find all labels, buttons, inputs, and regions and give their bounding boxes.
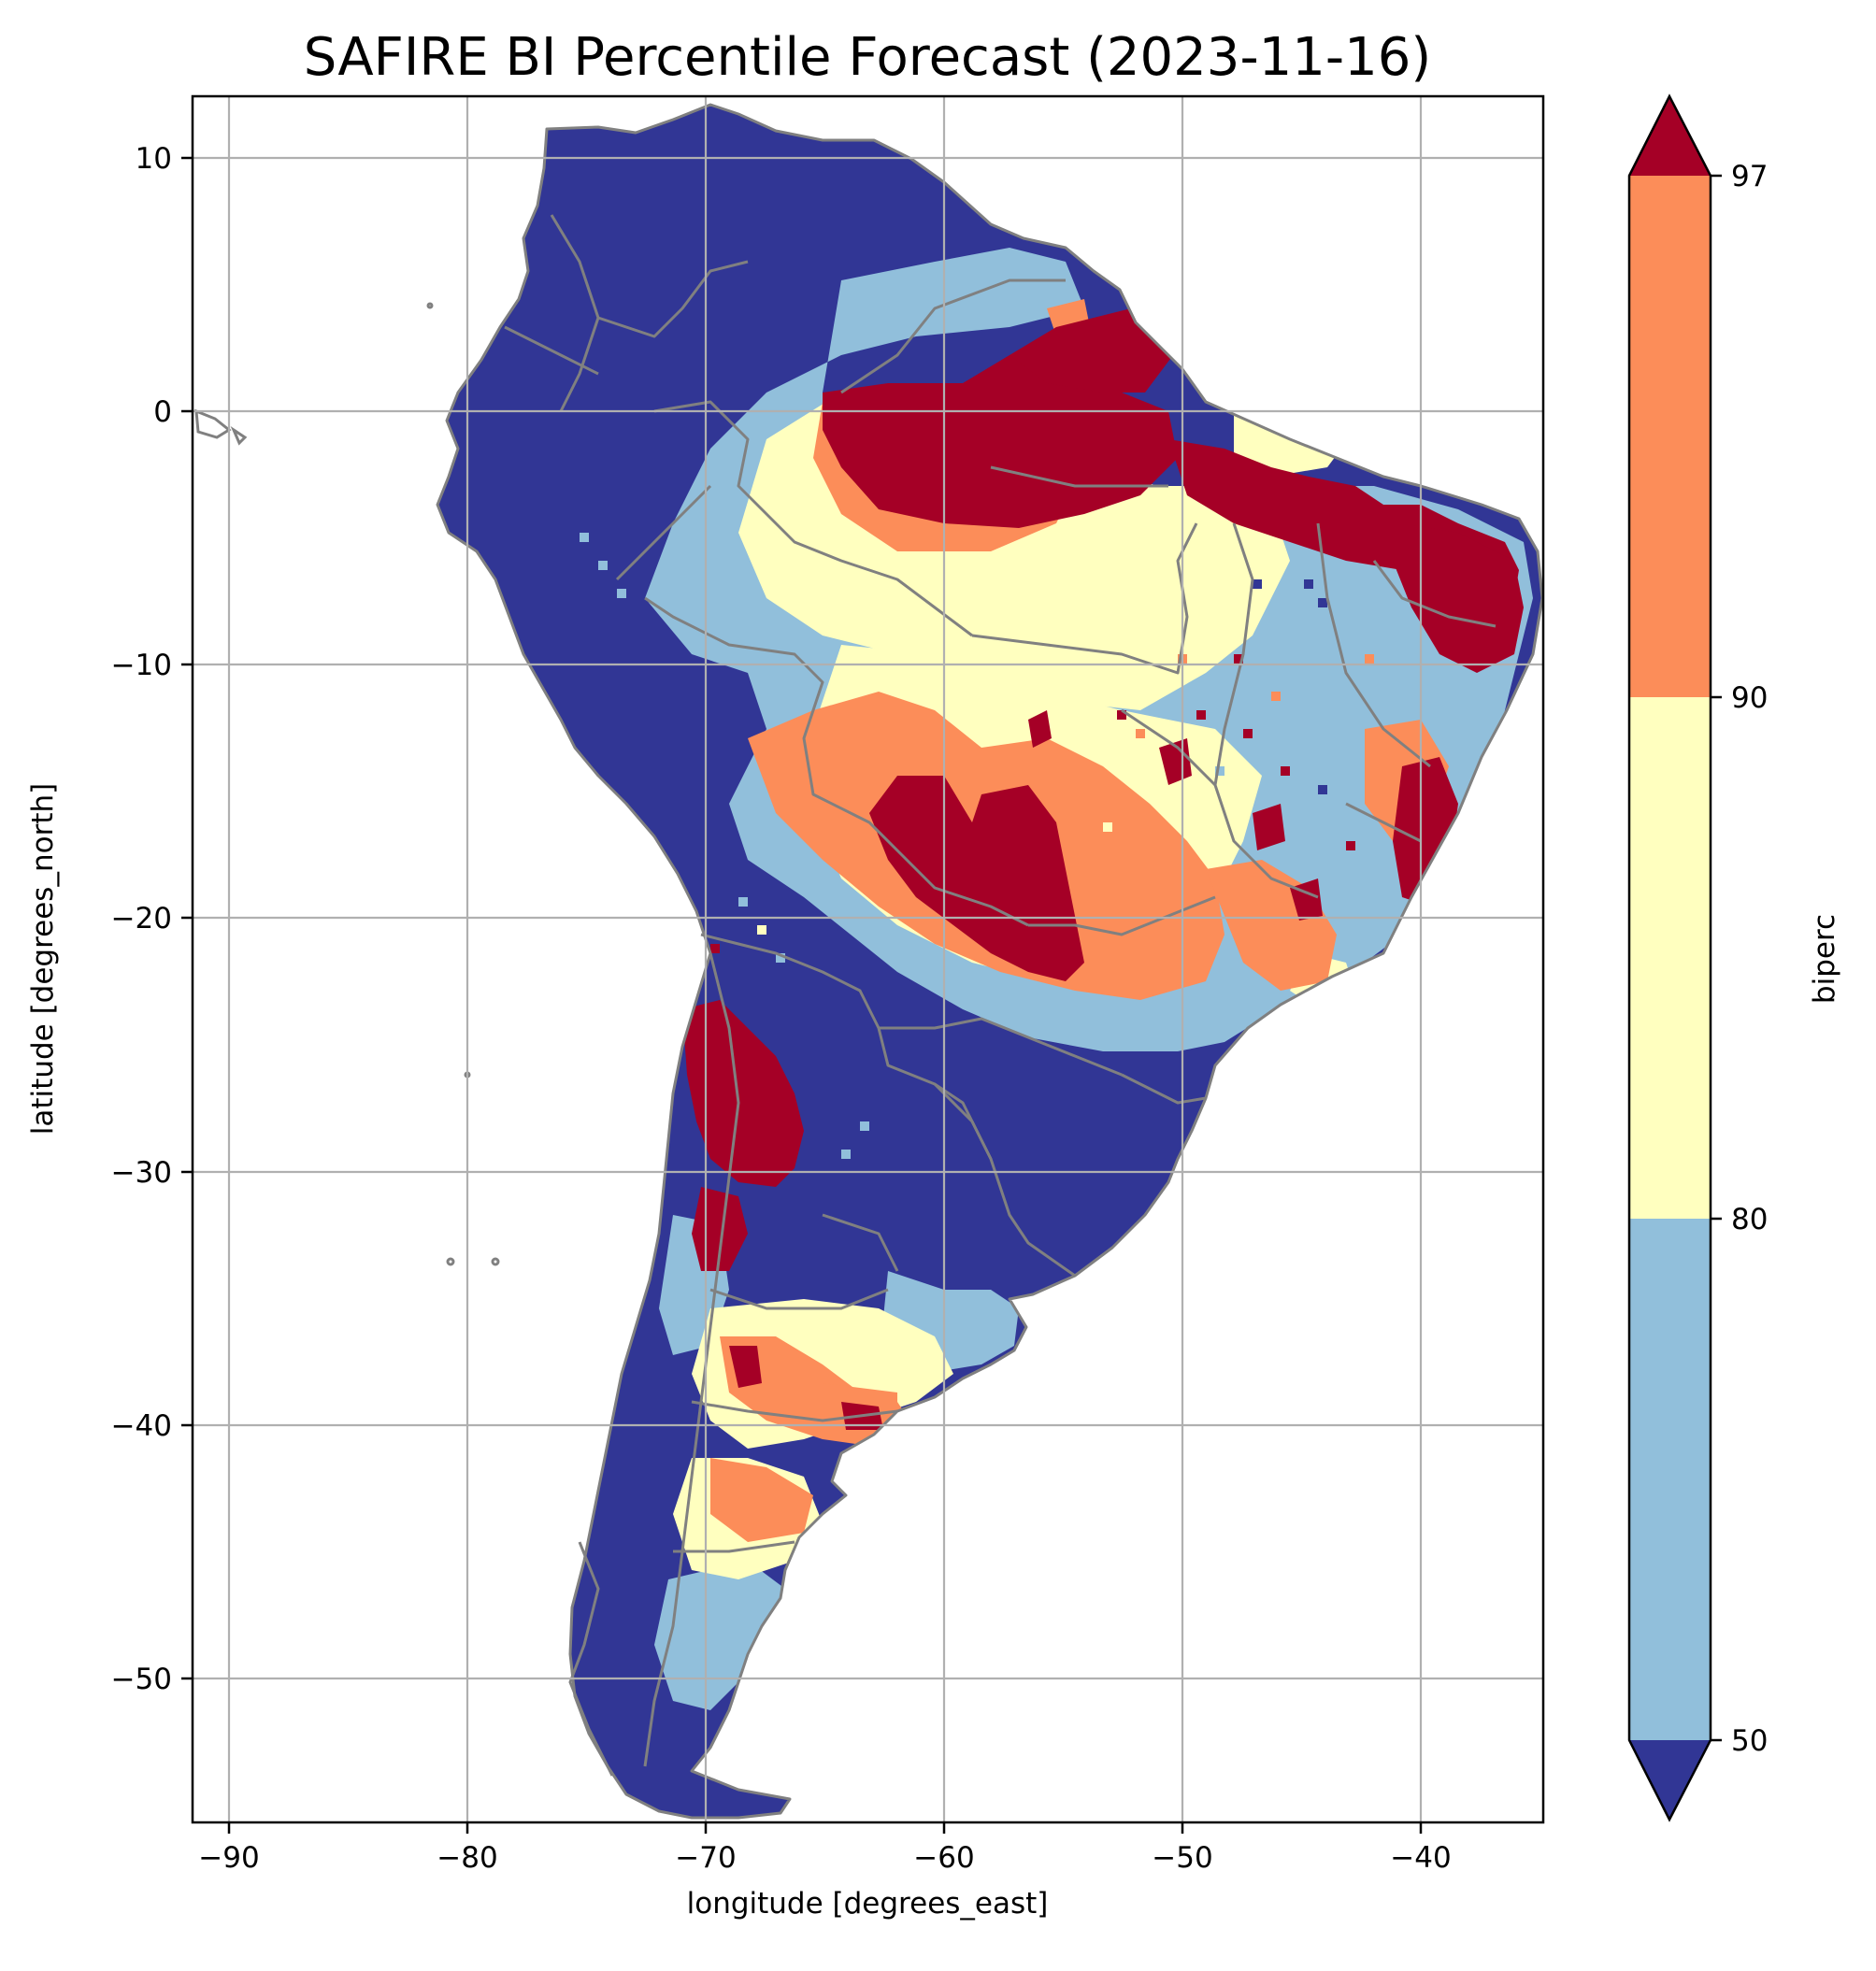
y-tick-label: 10 — [136, 142, 172, 176]
y-tick-label: −20 — [111, 902, 172, 936]
y-axis: 10 0 −10 −20 −30 −40 −50 latitude [degre… — [26, 142, 193, 1696]
y-tick-label: 0 — [153, 395, 172, 429]
colorbar-band-50-80 — [1629, 1219, 1711, 1740]
raster-speckle — [561, 533, 1374, 1159]
band-above-97 — [682, 280, 1524, 1430]
y-tick-label: −40 — [111, 1409, 172, 1443]
x-tick-label: −80 — [437, 1841, 497, 1875]
colorbar: 97 90 80 50 biperc — [1627, 93, 1841, 1822]
country-borders — [436, 103, 1543, 1820]
y-tick-label: −50 — [111, 1663, 172, 1696]
colorbar-band-90-97 — [1629, 176, 1711, 697]
y-tick-label: −10 — [111, 649, 172, 682]
colorbar-tick-label: 97 — [1731, 160, 1768, 193]
x-axis-label: longitude [degrees_east] — [687, 1887, 1049, 1921]
colorbar-extend-above — [1629, 96, 1711, 176]
colorbar-extend-below — [1629, 1740, 1711, 1820]
colorbar-tick-label: 90 — [1731, 681, 1768, 715]
x-tick-label: −70 — [675, 1841, 736, 1875]
x-tick-label: −50 — [1152, 1841, 1212, 1875]
colorbar-tick-label: 80 — [1731, 1203, 1768, 1236]
x-axis: −90 −80 −70 −60 −50 −40 longitude [degre… — [198, 1822, 1452, 1921]
x-tick-label: −40 — [1390, 1841, 1451, 1875]
chart-title: SAFIRE BI Percentile Forecast (2023-11-1… — [304, 27, 1431, 88]
x-tick-label: −90 — [198, 1841, 259, 1875]
y-tick-label: −30 — [111, 1156, 172, 1190]
colorbar-tick-label: 50 — [1731, 1724, 1768, 1758]
islands — [194, 302, 614, 1777]
y-axis-label: latitude [degrees_north] — [26, 783, 60, 1135]
colorbar-band-80-90 — [1629, 697, 1711, 1219]
gridlines — [193, 96, 1543, 1822]
colorbar-label: biperc — [1808, 914, 1841, 1004]
axes-frame — [191, 94, 1545, 1824]
x-tick-label: −60 — [913, 1841, 974, 1875]
plot-area — [191, 94, 1545, 1824]
